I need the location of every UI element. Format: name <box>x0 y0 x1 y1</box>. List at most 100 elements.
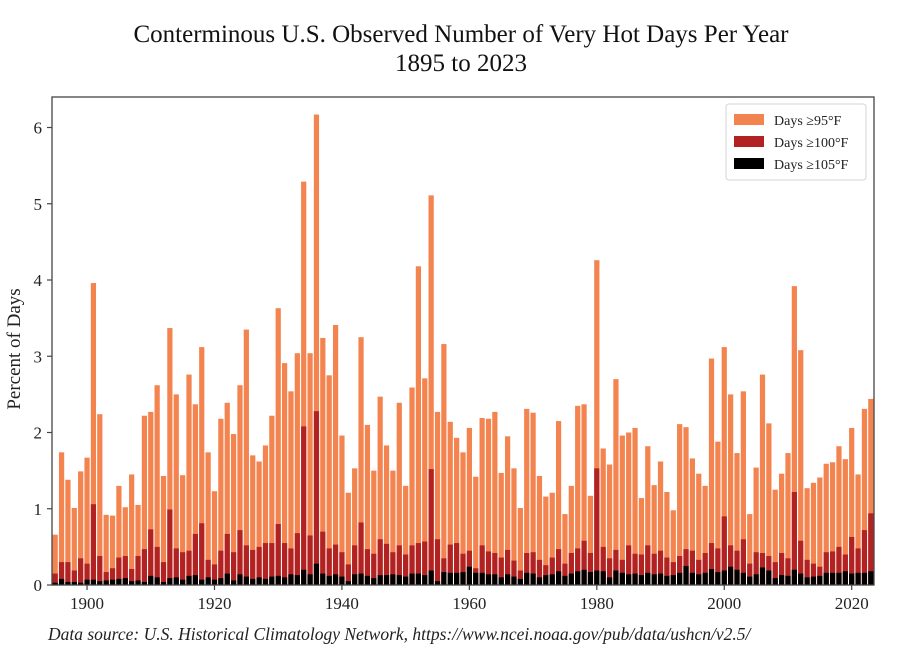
bar-days-95f-2002 <box>734 453 740 585</box>
bar-days-105f-1967 <box>511 576 517 585</box>
bar-days-95f-1900 <box>84 457 90 585</box>
bar-days-100f-1959 <box>460 553 466 585</box>
bar-days-95f-1927 <box>256 461 262 585</box>
bar-days-105f-1959 <box>460 572 466 585</box>
bar-days-100f-1943 <box>358 522 364 585</box>
bar-days-105f-1936 <box>313 563 320 585</box>
bar-days-105f-1960 <box>466 566 472 585</box>
y-axis-label: Percent of Days <box>4 288 25 409</box>
bar-days-95f-1938 <box>326 375 332 585</box>
bar-days-95f-1901 <box>90 283 97 585</box>
bar-days-95f-2011 <box>791 286 797 585</box>
bar-days-100f-1985 <box>626 545 632 585</box>
bar-days-100f-1964 <box>492 552 498 585</box>
bar-days-100f-2012 <box>798 540 804 585</box>
bar-days-105f-1965 <box>498 577 504 586</box>
bar-days-95f-1926 <box>250 455 256 586</box>
bar-days-100f-2005 <box>753 552 759 585</box>
bar-days-105f-1953 <box>422 575 428 585</box>
bar-days-100f-1948 <box>390 552 396 585</box>
bar-days-95f-1919 <box>205 452 211 585</box>
bar-days-100f-1925 <box>243 545 249 585</box>
bar-days-100f-1980 <box>594 468 600 585</box>
bar-days-95f-1955 <box>434 411 441 585</box>
bar-days-100f-1971 <box>536 559 543 585</box>
bar-days-95f-1964 <box>492 411 498 585</box>
bar-days-105f-1968 <box>517 578 523 585</box>
bar-days-95f-2014 <box>810 482 817 585</box>
bar-days-100f-1914 <box>173 548 179 585</box>
bar-days-105f-1985 <box>626 574 632 585</box>
bar-days-100f-1924 <box>237 530 243 585</box>
bar-days-95f-1915 <box>180 475 186 585</box>
bar-days-100f-1967 <box>511 560 517 585</box>
data-source-note: Data source: U.S. Historical Climatology… <box>48 624 751 644</box>
bar-days-95f-1899 <box>78 471 84 585</box>
bar-days-105f-1982 <box>606 577 613 586</box>
bar-days-105f-1926 <box>250 578 256 585</box>
bar-days-95f-1943 <box>358 337 364 585</box>
bar-days-105f-1999 <box>715 572 721 585</box>
bar-days-100f-2018 <box>836 546 842 586</box>
x-tick-label: 1960 <box>452 594 486 613</box>
y-tick-label: 5 <box>34 195 43 214</box>
bar-days-95f-1976 <box>568 485 574 586</box>
bar-days-100f-1936 <box>313 411 320 585</box>
bar-days-95f-2007 <box>766 423 772 585</box>
bar-days-105f-2013 <box>804 577 810 586</box>
bar-days-105f-1956 <box>441 572 447 585</box>
bar-days-95f-1982 <box>606 464 613 585</box>
bar-days-100f-2022 <box>861 530 868 585</box>
bar-days-95f-1987 <box>638 498 645 585</box>
bar-days-95f-1967 <box>511 468 517 585</box>
bar-days-105f-1899 <box>78 582 84 585</box>
bar-days-100f-1929 <box>269 543 275 585</box>
bar-days-105f-1962 <box>479 572 485 585</box>
bar-days-100f-2017 <box>829 551 836 585</box>
bar-days-100f-1978 <box>581 540 587 585</box>
bar-days-105f-1923 <box>230 580 237 585</box>
bar-days-100f-1932 <box>288 548 294 585</box>
bar-days-105f-1912 <box>160 581 167 585</box>
bar-days-105f-2022 <box>861 572 868 585</box>
bar-days-95f-1952 <box>415 266 422 585</box>
bar-days-95f-1962 <box>479 418 485 585</box>
bar-days-105f-1971 <box>536 577 543 586</box>
bar-days-105f-1906 <box>122 578 128 585</box>
bar-days-100f-2009 <box>778 552 785 585</box>
bar-days-105f-1941 <box>345 581 351 585</box>
x-axis: 1900 1920 1940 1960 1980 2000 2020 <box>70 585 869 613</box>
bar-days-105f-2010 <box>785 575 791 585</box>
bar-days-95f-1984 <box>619 435 625 585</box>
bar-days-100f-1942 <box>352 545 358 585</box>
bar-days-105f-1911 <box>154 577 160 586</box>
bar-days-95f-1941 <box>345 492 351 585</box>
bar-days-95f-1945 <box>371 470 377 586</box>
bar-days-95f-1929 <box>269 415 275 585</box>
bar-days-105f-2007 <box>766 570 772 585</box>
bar-days-105f-2003 <box>740 572 746 585</box>
bar-days-95f-1944 <box>364 424 371 586</box>
bar-days-100f-1899 <box>78 558 84 585</box>
bar-days-95f-1914 <box>173 394 179 586</box>
bar-days-95f-2010 <box>785 453 791 585</box>
bar-days-105f-1998 <box>708 568 715 585</box>
bar-days-100f-1934 <box>301 426 307 585</box>
bar-days-95f-1978 <box>581 404 587 585</box>
bar-days-105f-2020 <box>849 573 855 585</box>
bar-days-100f-1957 <box>447 544 453 585</box>
bar-days-95f-1906 <box>122 507 128 585</box>
bar-days-95f-1970 <box>530 412 536 585</box>
bar-days-105f-1974 <box>555 571 562 585</box>
bar-days-100f-1954 <box>428 469 434 585</box>
bar-days-105f-1939 <box>332 574 339 585</box>
bar-days-105f-1964 <box>492 574 498 585</box>
bar-days-105f-1900 <box>84 579 90 585</box>
bar-days-100f-1895 <box>52 573 58 585</box>
bar-days-95f-1920 <box>211 491 218 585</box>
bar-days-95f-1921 <box>218 418 224 585</box>
bar-days-105f-1947 <box>383 575 390 585</box>
chart-title-line: Conterminous U.S. Observed Number of Ver… <box>133 21 789 48</box>
y-tick-label: 6 <box>34 119 43 138</box>
bar-days-100f-2021 <box>855 548 861 585</box>
